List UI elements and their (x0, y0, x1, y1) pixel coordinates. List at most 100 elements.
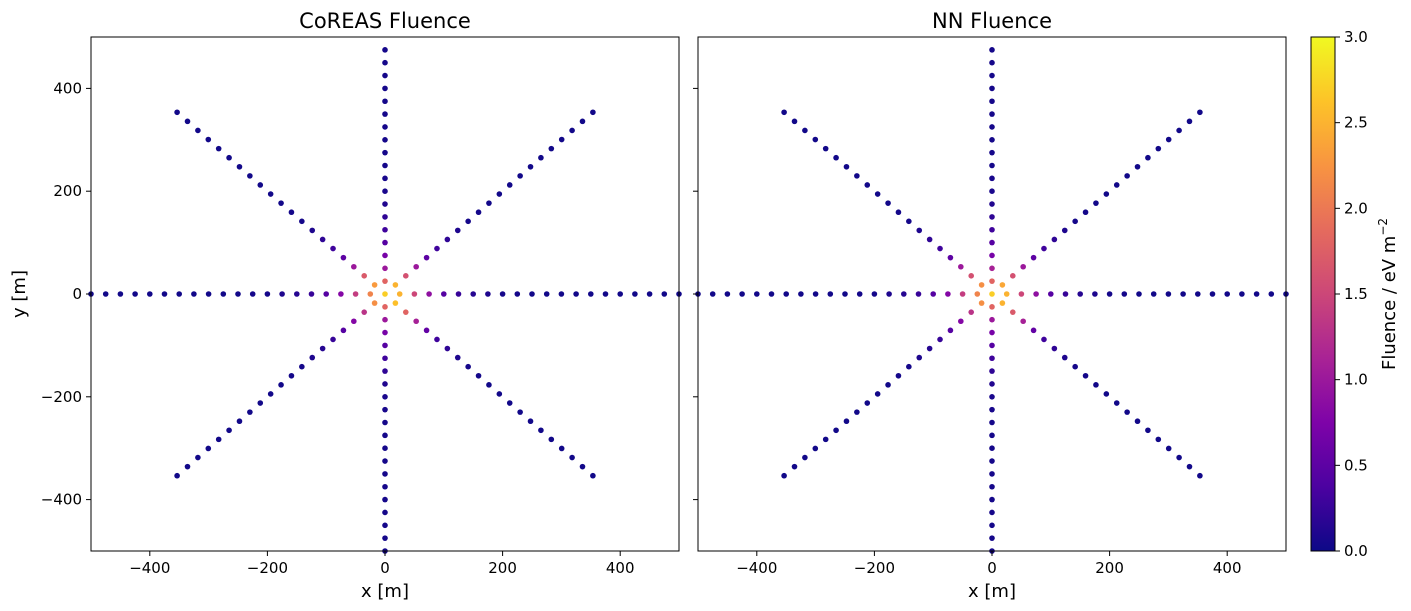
nn-fluence-panel: NN Fluence −400 −200 0 200 400 x [m] (693, 9, 1289, 602)
data-point (174, 109, 180, 116)
data-point (382, 162, 388, 169)
data-point (319, 345, 326, 352)
data-point (895, 209, 902, 216)
x-tick-label: 0 (987, 559, 997, 577)
data-point (361, 273, 368, 279)
data-point (812, 291, 819, 297)
data-point (842, 291, 848, 297)
data-point (382, 394, 388, 400)
data-point (486, 200, 492, 206)
data-point (382, 124, 388, 130)
data-point (802, 127, 808, 134)
data-point (176, 291, 182, 297)
data-point (215, 145, 222, 152)
colorbar-label: Fluence / eV m−2 (1376, 218, 1400, 370)
data-point (517, 173, 523, 179)
colorbar-tick-label: 0.5 (1344, 456, 1368, 474)
data-point (444, 345, 451, 352)
data-point (989, 214, 995, 220)
data-point (989, 226, 995, 233)
data-point (441, 291, 447, 297)
data-point (989, 137, 995, 143)
data-point (1197, 109, 1203, 116)
colorbar-label-exponent: −2 (1376, 218, 1390, 236)
data-point (538, 154, 544, 161)
data-point (822, 436, 829, 443)
data-point (1048, 291, 1054, 297)
x-tick-label: −400 (736, 559, 777, 577)
data-point (1033, 291, 1039, 297)
data-point (382, 252, 388, 259)
colorbar-gradient (1310, 36, 1336, 552)
data-point (709, 291, 716, 297)
data-point (475, 372, 482, 379)
data-point (959, 291, 966, 297)
y-tick-label: 0 (72, 285, 82, 303)
data-point (1145, 154, 1151, 161)
coreas-fluence-panel: CoREAS Fluence −400 −200 0 200 400 −400 −200 0 2… (9, 9, 682, 602)
x-axis-label: x [m] (968, 581, 1016, 602)
data-point (267, 391, 274, 397)
data-point (579, 118, 586, 125)
panel-title: NN Fluence (932, 9, 1052, 33)
x-tick-label: 0 (380, 559, 390, 577)
data-point (989, 59, 995, 66)
data-point (506, 400, 513, 406)
data-point (382, 342, 388, 349)
data-point (989, 329, 995, 336)
data-point (1113, 182, 1120, 188)
data-point (382, 188, 388, 194)
data-point (739, 291, 745, 297)
scatter-points (695, 47, 1289, 554)
data-point (1121, 291, 1128, 297)
data-point (257, 400, 264, 406)
data-point (367, 291, 374, 297)
x-tick-label: −400 (129, 559, 170, 577)
data-point (382, 471, 388, 477)
data-point (602, 291, 609, 297)
data-point (249, 291, 256, 297)
data-point (413, 263, 419, 270)
data-point (485, 291, 491, 297)
data-point (455, 291, 462, 297)
data-point (382, 535, 388, 541)
data-point (308, 291, 315, 297)
data-point (1106, 291, 1113, 297)
data-point (226, 427, 232, 434)
data-point (1103, 191, 1110, 197)
data-point (195, 454, 201, 461)
data-point (382, 316, 388, 323)
data-point (205, 136, 212, 143)
data-point (434, 336, 440, 343)
data-point (279, 291, 285, 297)
data-point (323, 291, 330, 297)
data-point (968, 273, 975, 279)
data-point (989, 342, 995, 349)
data-point (340, 254, 347, 261)
colorbar-tick-label: 0.0 (1344, 542, 1368, 560)
data-point (382, 381, 388, 387)
data-point (226, 154, 232, 161)
y-tick-label: 400 (53, 79, 82, 97)
data-point (989, 458, 995, 464)
data-point (958, 318, 964, 325)
data-point (989, 124, 995, 130)
data-point (930, 291, 936, 297)
data-point (392, 282, 399, 288)
data-point (827, 291, 834, 297)
colorbar-ticks: 0.0 0.5 1.0 1.5 2.0 2.5 3.0 (1335, 28, 1368, 560)
x-tick-label: 200 (488, 559, 517, 577)
data-point (1077, 291, 1083, 297)
data-point (590, 472, 596, 479)
data-point (781, 472, 787, 479)
data-point (937, 336, 943, 343)
data-point (499, 291, 506, 297)
data-point (147, 291, 153, 297)
data-point (382, 406, 388, 413)
data-point (548, 145, 555, 152)
data-point (382, 445, 388, 452)
data-point (558, 445, 565, 452)
data-point (989, 496, 995, 503)
x-tick-label: 400 (606, 559, 635, 577)
data-point (454, 227, 461, 234)
